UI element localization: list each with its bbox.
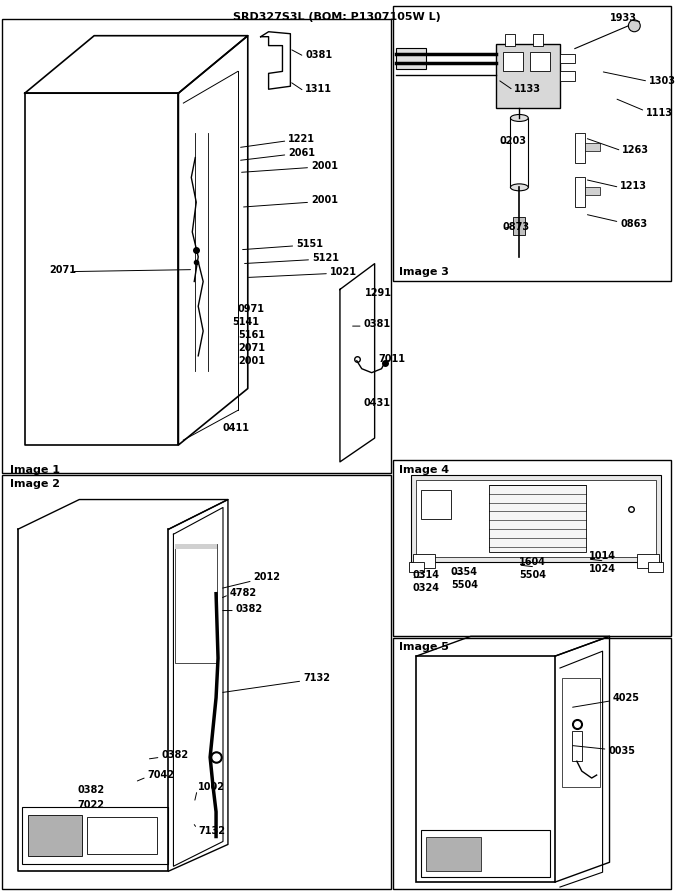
Text: 7022: 7022 [78,800,104,810]
Bar [22,806,169,865]
Text: 0381: 0381 [364,319,391,329]
Text: 0382: 0382 [236,604,263,614]
Text: 0035: 0035 [609,746,636,756]
Text: 0382: 0382 [78,785,105,795]
Bar [394,638,671,889]
Text: 5151: 5151 [296,239,323,249]
Bar [496,44,560,108]
Bar [575,177,585,207]
Bar [637,554,659,568]
Text: 0382: 0382 [162,750,188,760]
Text: 1311: 1311 [305,84,333,94]
Circle shape [628,20,641,31]
Text: 7042: 7042 [148,770,175,780]
Bar [421,830,550,877]
Bar [421,489,451,520]
Bar [562,678,600,787]
Bar [2,19,392,473]
Text: 0431: 0431 [364,399,391,409]
Text: 1021: 1021 [330,267,357,277]
Text: 2001: 2001 [311,160,338,170]
Bar [416,479,656,557]
Text: 1933: 1933 [609,13,636,23]
Text: Image 2: Image 2 [10,478,60,488]
Bar [175,544,217,663]
Bar [503,52,524,72]
Text: 2071: 2071 [238,343,265,353]
Text: 5161: 5161 [238,330,265,340]
Text: 0873: 0873 [503,222,530,232]
Text: 0411: 0411 [223,423,250,433]
Bar [87,816,156,855]
Bar [575,133,585,162]
Bar [416,656,555,882]
Text: 1133: 1133 [514,84,541,94]
Ellipse shape [511,184,528,191]
Text: 2001: 2001 [311,195,338,205]
Text: 4025: 4025 [613,693,639,702]
Text: 0324: 0324 [412,582,439,593]
Text: 5141: 5141 [232,317,259,327]
Text: 7132: 7132 [199,825,225,836]
Text: 1263: 1263 [622,144,649,155]
Text: 0971: 0971 [238,305,265,314]
Text: 1113: 1113 [646,108,673,118]
Text: 5504: 5504 [520,570,546,580]
Text: 2071: 2071 [50,264,77,274]
Text: 1213: 1213 [620,181,647,192]
Text: Image 5: Image 5 [399,642,449,652]
Bar [648,562,663,572]
Bar [585,142,600,151]
Text: 0381: 0381 [305,49,333,59]
Text: 2001: 2001 [238,356,265,366]
Bar [585,187,600,195]
Text: 5504: 5504 [451,580,478,590]
Bar [394,6,671,281]
Text: 2061: 2061 [288,148,316,158]
Text: 1303: 1303 [649,76,676,86]
Text: 4782: 4782 [230,588,257,598]
Bar [28,814,82,857]
Bar [513,217,525,235]
Ellipse shape [511,115,528,122]
Text: 0314: 0314 [412,570,439,580]
Text: Image 1: Image 1 [10,465,60,475]
Text: 0354: 0354 [451,567,478,577]
Text: 0203: 0203 [500,136,526,146]
Bar [394,460,671,636]
Bar [530,52,550,72]
Text: 1014: 1014 [589,551,615,561]
Bar [2,475,392,889]
Text: 7132: 7132 [303,673,330,683]
Bar [505,34,515,46]
Bar [572,731,582,762]
Bar [426,837,481,871]
Text: 0863: 0863 [620,219,647,229]
Text: SRD327S3L (BOM: P1307105W L): SRD327S3L (BOM: P1307105W L) [233,12,441,22]
Bar [533,34,543,46]
Bar [396,47,426,69]
Bar [489,485,585,552]
Bar [560,72,575,82]
Bar [413,554,435,568]
Bar [411,475,661,562]
Bar [560,54,575,64]
Text: Image 3: Image 3 [399,267,449,277]
Bar [409,562,424,572]
Text: 1604: 1604 [520,557,546,567]
Text: 1024: 1024 [589,564,615,574]
Text: 1002: 1002 [199,782,225,792]
Bar [175,544,217,549]
Text: 1291: 1291 [364,289,392,298]
Bar [511,118,528,187]
Text: 1221: 1221 [288,134,316,143]
Text: Image 4: Image 4 [399,465,449,475]
Text: 2012: 2012 [254,572,281,582]
Text: 7011: 7011 [379,354,405,364]
Text: 5121: 5121 [312,253,339,263]
